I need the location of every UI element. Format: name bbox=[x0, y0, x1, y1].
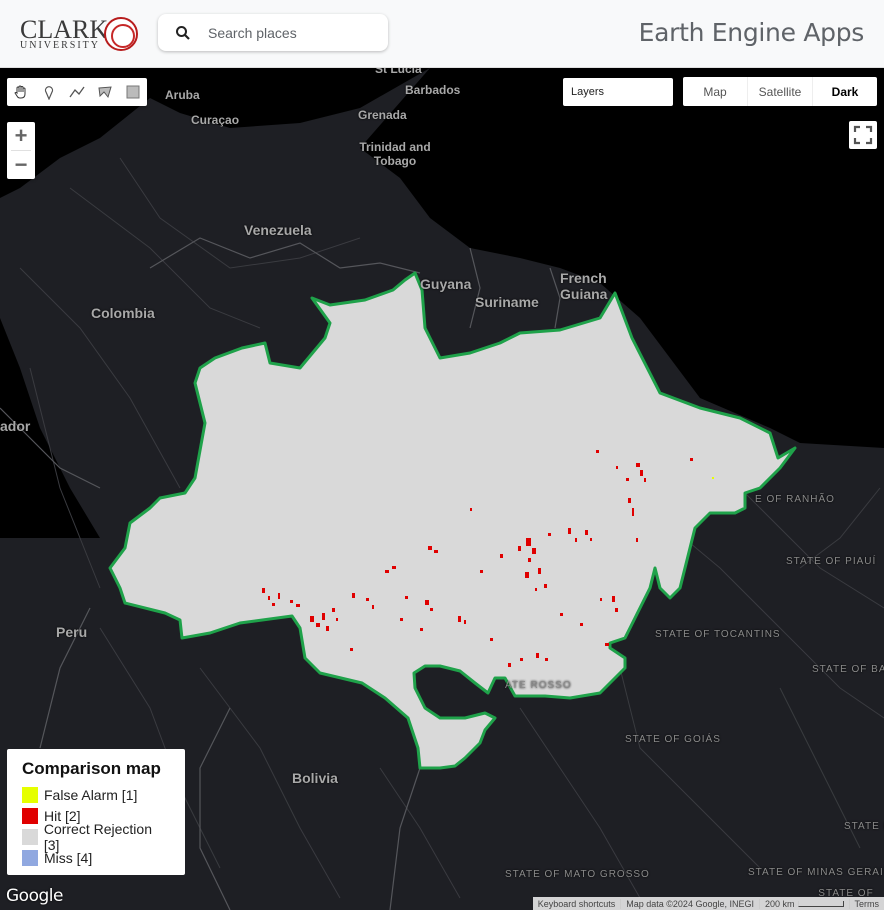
legend-label: Miss [4] bbox=[44, 849, 93, 866]
zoom-out-button[interactable]: − bbox=[14, 152, 28, 177]
attribution-bar: Keyboard shortcuts Map data ©2024 Google… bbox=[532, 897, 884, 910]
label-grenada: Grenada bbox=[358, 108, 407, 122]
app-title: Earth Engine Apps bbox=[638, 18, 865, 47]
label-ecuador: ador bbox=[0, 418, 31, 434]
legend-title: Comparison map bbox=[22, 759, 161, 778]
label-maranhao: E OF RANHÃO bbox=[755, 494, 835, 505]
legend-item: Miss [4] bbox=[22, 847, 170, 868]
app-header: CLARK UNIVERSITY Earth Engine Apps bbox=[0, 0, 884, 68]
map-type-satellite-button[interactable]: Satellite bbox=[748, 77, 813, 106]
terms-link[interactable]: Terms bbox=[848, 898, 884, 909]
legend-label: False Alarm [1] bbox=[44, 786, 138, 803]
label-st-lucia: St Lucia bbox=[375, 68, 422, 76]
label-barbados: Barbados bbox=[405, 83, 461, 97]
label-trinidad: Trinidad and Tobago bbox=[359, 140, 431, 168]
university-seal-icon bbox=[104, 17, 139, 51]
legend-swatch-correct-rejection bbox=[22, 828, 38, 845]
legend-label: Correct Rejection [3] bbox=[43, 820, 152, 853]
scale-bar bbox=[797, 901, 844, 908]
legend-swatch-false-alarm bbox=[22, 786, 38, 803]
map-type-dark-button[interactable]: Dark bbox=[831, 84, 859, 99]
label-peru: Peru bbox=[56, 624, 88, 640]
label-suriname: Suriname bbox=[475, 294, 539, 310]
label-bolivia: Bolivia bbox=[292, 770, 338, 786]
map-type-map-button[interactable]: Map bbox=[683, 77, 748, 106]
google-logo: Google bbox=[6, 886, 63, 906]
label-espirito-santo: STATE ESPÍRI SANT bbox=[844, 821, 884, 832]
map-canvas[interactable]: St Lucia Aruba Barbados Curaçao Grenada … bbox=[0, 68, 884, 910]
fullscreen-icon bbox=[853, 125, 873, 145]
label-goias: STATE OF GOIÁS bbox=[625, 734, 721, 745]
zoom-divider bbox=[11, 150, 31, 151]
drawing-toolbar bbox=[7, 78, 147, 106]
hand-icon[interactable] bbox=[7, 78, 35, 106]
fullscreen-button[interactable] bbox=[849, 121, 877, 149]
label-curacao: Curaçao bbox=[191, 113, 240, 127]
label-bahia: STATE OF BAHIA bbox=[812, 664, 884, 675]
label-aruba: Aruba bbox=[165, 88, 200, 102]
label-venezuela: Venezuela bbox=[244, 222, 312, 238]
label-colombia: Colombia bbox=[91, 305, 155, 321]
label-mato-grosso: STATE OF MATO GROSSO bbox=[505, 869, 650, 880]
legend-swatch-miss bbox=[22, 849, 38, 866]
label-mato-grosso-fragment: ATE ROSSO bbox=[505, 680, 572, 691]
search-box[interactable] bbox=[158, 14, 388, 51]
zoom-in-button[interactable]: + bbox=[14, 123, 28, 148]
legend-item: Hit [2] bbox=[22, 805, 170, 826]
label-french-guiana: French Guiana bbox=[560, 270, 608, 302]
label-tocantins: STATE OF TOCANTINS bbox=[655, 629, 781, 640]
legend-swatch-hit bbox=[22, 807, 38, 824]
label-piaui: STATE OF PIAUÍ bbox=[786, 556, 877, 567]
keyboard-shortcuts-link[interactable]: Keyboard shortcuts bbox=[537, 898, 616, 909]
legend-item: False Alarm [1] bbox=[22, 784, 170, 805]
label-guyana: Guyana bbox=[420, 276, 472, 292]
label-minas-gerais: STATE OF MINAS GERAIS bbox=[748, 867, 884, 878]
logo-name: CLARK bbox=[20, 15, 109, 44]
scale-indicator[interactable]: 200 km bbox=[758, 898, 849, 909]
legend-panel: Comparison map False Alarm [1] Hit [2] C… bbox=[7, 749, 185, 875]
logo-subtitle: UNIVERSITY bbox=[20, 40, 100, 51]
map-data-attribution: Map data ©2024 Google, INEGI bbox=[620, 898, 759, 909]
layers-dropdown[interactable]: Layers bbox=[563, 78, 673, 106]
scale-label: 200 km bbox=[764, 898, 795, 909]
map-type-control: Map Satellite Dark bbox=[683, 77, 877, 106]
line-icon[interactable] bbox=[63, 78, 91, 106]
polygon-icon[interactable] bbox=[91, 78, 119, 106]
search-icon bbox=[158, 25, 208, 41]
search-input[interactable] bbox=[208, 24, 378, 41]
legend-item: Correct Rejection [3] bbox=[22, 821, 170, 853]
marker-icon[interactable] bbox=[35, 78, 63, 106]
legend-label: Hit [2] bbox=[44, 807, 81, 824]
zoom-control: + − bbox=[7, 122, 35, 179]
clark-university-logo[interactable]: CLARK UNIVERSITY bbox=[20, 14, 139, 54]
label-bottom-right-state: STATE OF bbox=[818, 888, 874, 899]
rectangle-icon[interactable] bbox=[119, 78, 147, 106]
